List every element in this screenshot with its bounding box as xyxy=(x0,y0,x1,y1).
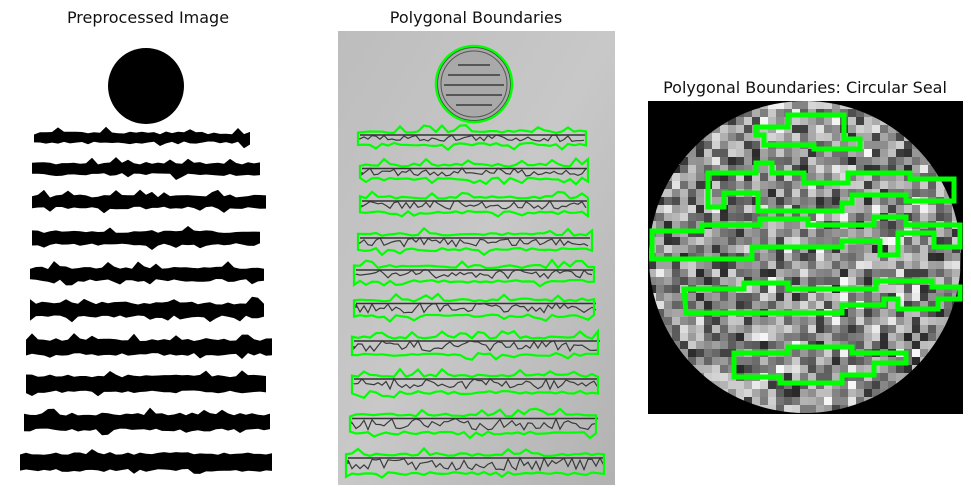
text-line-blob-10 xyxy=(20,449,272,474)
text-line-blob-1 xyxy=(34,126,250,149)
line-boundary-2 xyxy=(358,156,590,186)
line-boundary-5 xyxy=(352,258,596,288)
seal-boundary-1 xyxy=(753,112,863,152)
seal-boundary xyxy=(434,44,514,124)
panel-title-seal: Polygonal Boundaries: Circular Seal xyxy=(663,78,947,97)
document-line-1 xyxy=(356,123,588,152)
document-with-boundaries xyxy=(338,31,615,485)
document-line-6 xyxy=(352,292,597,323)
document-line-5 xyxy=(352,258,596,288)
text-line-blob-3 xyxy=(32,189,266,214)
text-line-blob-4 xyxy=(32,226,260,250)
line-boundary-8 xyxy=(350,367,600,400)
document-line-2 xyxy=(358,156,590,186)
line-boundary-6 xyxy=(352,292,596,323)
text-line-blob-8 xyxy=(26,370,266,397)
document-line-8 xyxy=(350,367,600,400)
seal-boundary-3 xyxy=(649,214,963,262)
text-line-blobs xyxy=(20,126,272,474)
text-line-blob-9 xyxy=(24,407,270,436)
document-line-9 xyxy=(348,407,598,440)
preprocessed-image xyxy=(18,42,280,486)
panel-title-preprocessed: Preprocessed Image xyxy=(66,8,230,27)
seal-boundary-2 xyxy=(705,160,957,214)
text-line-blob-7 xyxy=(26,333,272,359)
document-line-3 xyxy=(358,190,590,219)
seal-boundary-4 xyxy=(681,278,963,316)
line-boundary-9 xyxy=(348,407,598,440)
preprocessed-image-panel xyxy=(18,42,280,486)
document-text-lines xyxy=(344,123,606,479)
text-line-blob-2 xyxy=(32,157,260,180)
seal-panel xyxy=(648,101,963,414)
panel-title-boundaries: Polygonal Boundaries xyxy=(389,8,563,27)
text-line-blob-5 xyxy=(30,261,264,286)
document-line-7 xyxy=(350,327,600,361)
text-line-blob-6 xyxy=(30,296,264,323)
document-line-10 xyxy=(344,446,606,479)
line-boundary-4 xyxy=(356,226,594,257)
line-boundary-7 xyxy=(350,327,600,361)
seal-boundaries xyxy=(649,112,963,386)
line-boundary-1 xyxy=(356,123,588,152)
line-boundary-10 xyxy=(344,446,606,479)
seal-closeup xyxy=(648,101,963,414)
seal-blob xyxy=(108,48,184,124)
line-boundary-3 xyxy=(358,190,590,219)
boundaries-panel xyxy=(338,31,615,485)
document-seal xyxy=(434,44,514,124)
document-line-4 xyxy=(356,226,594,257)
seal-boundary-5 xyxy=(731,344,909,386)
